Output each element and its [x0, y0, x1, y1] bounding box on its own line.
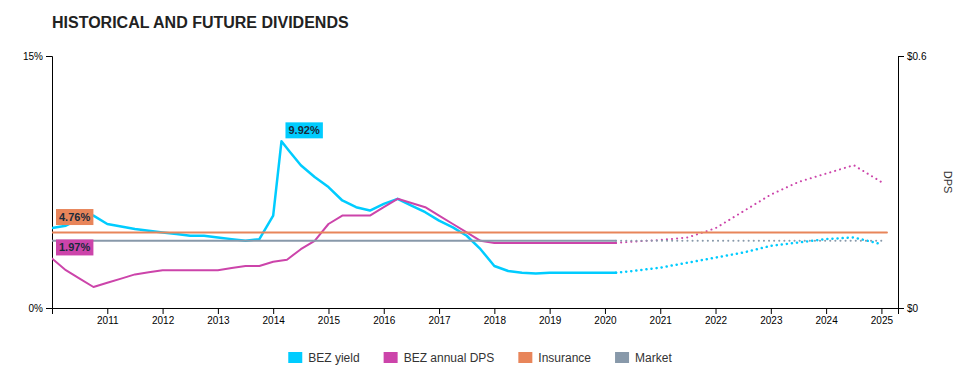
annotation: 4.76% [56, 209, 93, 225]
tick: 2012 [152, 308, 175, 326]
legend-label: BEZ annual DPS [404, 351, 495, 365]
annotation-text: 1.97% [59, 241, 90, 253]
tick: 15% [23, 51, 52, 62]
tick-mark [771, 308, 772, 314]
annotation-text: 4.76% [59, 211, 90, 223]
tick-label: $0 [907, 303, 919, 314]
annotation-box [285, 122, 322, 138]
tick-label: 2020 [594, 315, 617, 326]
tick-label: 2023 [760, 315, 783, 326]
tick: 2025 [871, 308, 894, 326]
legend-swatch [384, 352, 398, 363]
tick-label: $0.6 [907, 51, 927, 62]
tick-mark [716, 308, 717, 314]
tick-mark [46, 308, 52, 309]
tick-mark [273, 308, 274, 314]
tick-label: 0% [29, 303, 44, 314]
tick: 2016 [373, 308, 396, 326]
tick-mark [550, 308, 551, 314]
legend-item: BEZ annual DPS [384, 351, 495, 365]
axis-domain [53, 309, 899, 315]
tick: 2023 [760, 308, 783, 326]
tick-mark [218, 308, 219, 314]
tick-label: 2021 [650, 315, 673, 326]
annotation-text: 9.92% [288, 124, 319, 136]
tick: 2014 [263, 308, 286, 326]
legend: BEZ yield BEZ annual DPS Insurance Market [288, 351, 672, 365]
legend-label: BEZ yield [308, 351, 359, 365]
tick: 2024 [815, 308, 838, 326]
x-axis: 2011 2012 2013 2014 2015 2016 2017 2018 2019 2020… [53, 308, 899, 326]
tick-mark [107, 308, 108, 314]
tick-label: 2011 [97, 315, 119, 326]
tick-mark [660, 308, 661, 314]
tick-label: 2016 [373, 315, 396, 326]
series-line [616, 240, 881, 242]
tick: 2015 [318, 308, 341, 326]
series-line [52, 231, 887, 233]
series-line [616, 165, 881, 243]
tick-mark [384, 308, 385, 314]
tick-mark [494, 308, 495, 314]
tick: 2011 [97, 308, 119, 326]
series-line [52, 141, 616, 273]
legend-swatch [518, 352, 532, 363]
tick-label: 2022 [705, 315, 728, 326]
tick-label: 2025 [871, 315, 894, 326]
tick-mark [826, 308, 827, 314]
axis-domain [899, 57, 905, 309]
tick: $0.6 [898, 51, 927, 62]
tick-label: 2019 [539, 315, 562, 326]
tick-label: 2017 [428, 315, 451, 326]
y2-axis: $0 $0.6 [898, 51, 927, 314]
annotation-box [56, 239, 93, 255]
tick-label: 2018 [484, 315, 507, 326]
y-axis: 0% 15% [23, 51, 53, 314]
annotation-box [56, 209, 93, 225]
tick-label: 2024 [815, 315, 838, 326]
legend-swatch [288, 352, 302, 363]
tick: 2020 [594, 308, 617, 326]
tick-mark [605, 308, 606, 314]
tick-mark [881, 308, 882, 314]
tick-mark [898, 308, 904, 309]
legend-label: Insurance [538, 351, 591, 365]
series-line [52, 240, 616, 242]
tick: 2021 [650, 308, 673, 326]
tick-label: 2013 [207, 315, 230, 326]
tick: 2017 [428, 308, 451, 326]
series-line [52, 199, 616, 287]
legend-swatch [615, 352, 629, 363]
tick-mark [163, 308, 164, 314]
series-line [616, 237, 881, 272]
annotation: 1.97% [56, 239, 93, 255]
tick-label: 2012 [152, 315, 175, 326]
tick-label: 2014 [263, 315, 286, 326]
tick-mark [46, 56, 52, 57]
tick-mark [439, 308, 440, 314]
tick: $0 [898, 303, 919, 314]
tick-label: 2015 [318, 315, 341, 326]
tick: 0% [29, 303, 52, 314]
tick: 2018 [484, 308, 507, 326]
tick: 2019 [539, 308, 562, 326]
tick: 2013 [207, 308, 230, 326]
legend-item: Market [615, 351, 672, 365]
legend-item: BEZ yield [288, 351, 359, 365]
tick-mark [898, 56, 904, 57]
tick-mark [328, 308, 329, 314]
annotations: 9.92% 4.76% 1.97% [56, 122, 323, 255]
chart: HISTORICAL AND FUTURE DIVIDENDS201120122… [0, 0, 960, 378]
legend-label: Market [635, 351, 672, 365]
tick-label: 15% [23, 51, 43, 62]
annotation: 9.92% [285, 122, 322, 138]
tick: 2022 [705, 308, 728, 326]
axis-domain [46, 57, 53, 309]
title: HISTORICAL AND FUTURE DIVIDENDS [52, 14, 349, 31]
axis-title: DPS [942, 171, 954, 194]
plot-area [52, 141, 887, 287]
legend-item: Insurance [518, 351, 591, 365]
